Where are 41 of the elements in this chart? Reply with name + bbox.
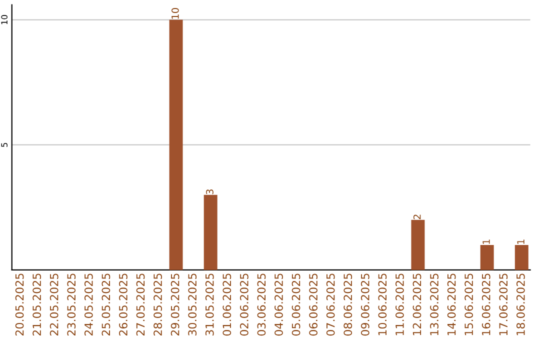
x-tick-label: 18.06.2025	[516, 274, 525, 336]
x-tick-label: 11.06.2025	[396, 274, 404, 336]
x-tick-label: 30.05.2025	[188, 274, 197, 336]
bar	[514, 244, 528, 270]
x-tick-label: 03.06.2025	[257, 274, 266, 336]
x-tick-label: 14.06.2025	[447, 274, 456, 336]
x-tick-label: 10.06.2025	[378, 274, 387, 336]
x-tick-label: 06.06.2025	[309, 274, 318, 336]
x-tick-label: 02.06.2025	[240, 274, 248, 336]
x-tick-label: 12.06.2025	[412, 274, 422, 336]
x-tick-label: 09.06.2025	[360, 274, 370, 336]
x-tick-label: 23.05.2025	[67, 274, 76, 336]
x-tick-label: 24.05.2025	[84, 274, 93, 336]
bar	[480, 244, 494, 270]
x-tick-label: 01.06.2025	[222, 274, 232, 336]
x-tick-label: 26.05.2025	[119, 274, 128, 336]
x-tick-label: 04.06.2025	[274, 274, 283, 336]
x-tick-label: 25.05.2025	[102, 274, 110, 336]
y-tick-label: 5	[1, 142, 8, 147]
x-tick-label: 08.06.2025	[344, 274, 352, 336]
x-tick-label: 28.05.2025	[154, 274, 162, 336]
x-tick-label: 21.05.2025	[32, 274, 42, 336]
x-tick-label: 20.05.2025	[15, 274, 24, 336]
data-label: 2	[413, 214, 421, 220]
x-tick-label: 27.05.2025	[136, 274, 145, 336]
x-tick-label: 31.05.2025	[205, 274, 214, 336]
data-label: 1	[482, 240, 490, 244]
x-tick-label: 29.05.2025	[170, 274, 180, 336]
data-label: 10	[172, 8, 179, 19]
bar	[169, 20, 183, 270]
bar	[411, 220, 425, 270]
x-tick-label: 17.06.2025	[499, 274, 508, 336]
x-tick-label: 15.06.2025	[464, 274, 474, 336]
data-label: 1	[517, 240, 524, 244]
x-tick-label: 05.06.2025	[292, 274, 300, 336]
data-label: 3	[206, 189, 214, 194]
bar	[204, 194, 218, 270]
x-tick-label: 13.06.2025	[430, 274, 438, 336]
x-tick-label: 07.06.2025	[326, 274, 335, 336]
x-tick-label: 16.06.2025	[482, 274, 490, 336]
x-tick-label: 22.05.2025	[50, 274, 58, 336]
